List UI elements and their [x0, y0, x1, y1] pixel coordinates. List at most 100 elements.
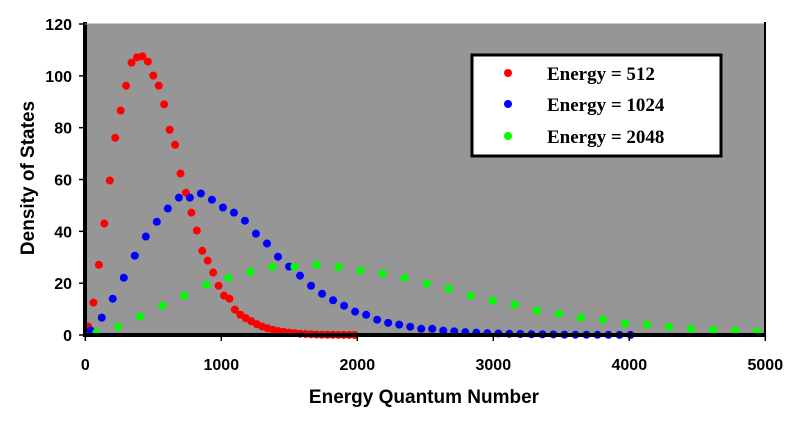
- data-point: [240, 216, 249, 225]
- legend-box: [470, 53, 723, 158]
- data-point: [395, 320, 404, 329]
- data-point: [209, 268, 218, 277]
- data-point: [218, 203, 227, 212]
- data-point: [136, 312, 145, 321]
- data-point: [143, 57, 152, 66]
- data-point: [127, 58, 136, 67]
- data-point: [274, 252, 283, 261]
- legend: Energy = 512 Energy = 1024 Energy = 2048: [470, 53, 723, 158]
- data-point: [97, 313, 106, 322]
- data-point: [202, 280, 211, 289]
- data-point: [163, 204, 172, 213]
- y-tick-label: 80: [54, 121, 72, 138]
- data-point: [187, 208, 196, 217]
- data-point: [214, 281, 223, 290]
- data-point: [488, 296, 497, 305]
- points-layer: [84, 52, 762, 339]
- x-tick-label: 5000: [748, 357, 784, 374]
- x-tick-label: 3000: [476, 357, 512, 374]
- data-point: [510, 300, 519, 309]
- y-axis-title: Density of States: [18, 101, 39, 255]
- x-ticks: 0 1000 2000 3000 4000 5000: [81, 335, 783, 374]
- y-tick-label: 40: [54, 224, 72, 241]
- data-point: [185, 193, 194, 202]
- data-point: [356, 266, 365, 275]
- data-point: [224, 273, 233, 282]
- data-point: [731, 326, 740, 335]
- data-point: [158, 301, 167, 310]
- data-point: [340, 301, 349, 310]
- y-tick-label: 100: [45, 69, 72, 86]
- data-point: [268, 262, 277, 271]
- data-point: [196, 189, 205, 198]
- series-energy-1024: [86, 189, 635, 339]
- data-point: [312, 260, 321, 269]
- data-point: [94, 260, 103, 269]
- data-point: [230, 305, 239, 314]
- data-point: [532, 306, 541, 315]
- data-point: [444, 284, 453, 293]
- data-point: [108, 294, 117, 303]
- data-point: [198, 246, 207, 255]
- data-point: [176, 169, 185, 178]
- data-point: [111, 133, 120, 142]
- data-point: [709, 325, 718, 334]
- x-axis-title: Energy Quantum Number: [309, 387, 540, 408]
- data-point: [318, 289, 327, 298]
- data-point: [154, 81, 163, 90]
- data-point: [229, 208, 238, 217]
- x-tick-label: 4000: [612, 357, 648, 374]
- data-point: [246, 267, 255, 276]
- data-point: [417, 324, 426, 333]
- data-point: [554, 309, 563, 318]
- data-point: [114, 322, 123, 331]
- data-point: [329, 296, 338, 305]
- data-point: [116, 106, 125, 115]
- data-point: [307, 281, 316, 290]
- data-point: [105, 176, 114, 185]
- legend-marker-energy-2048: [504, 132, 512, 140]
- data-point: [642, 320, 651, 329]
- data-point: [138, 52, 147, 61]
- data-point: [296, 271, 305, 280]
- data-point: [207, 195, 216, 204]
- data-point: [174, 193, 183, 202]
- data-point: [122, 81, 131, 90]
- x-tick-label: 1000: [204, 357, 240, 374]
- data-point: [406, 322, 415, 331]
- data-point: [192, 226, 201, 235]
- data-point: [149, 71, 158, 80]
- data-point: [466, 291, 475, 300]
- y-tick-label: 20: [54, 276, 72, 293]
- data-point: [351, 307, 360, 316]
- data-point: [89, 298, 98, 307]
- data-point: [160, 100, 169, 109]
- data-point: [598, 315, 607, 324]
- data-point: [428, 324, 437, 333]
- legend-label-energy-2048: Energy = 2048: [547, 127, 664, 148]
- data-point: [165, 125, 174, 134]
- y-tick-label: 60: [54, 173, 72, 190]
- x-tick-label: 0: [81, 357, 90, 374]
- data-point: [100, 219, 109, 228]
- data-point: [152, 217, 161, 226]
- data-point: [225, 294, 234, 303]
- data-point: [687, 324, 696, 333]
- legend-label-energy-512: Energy = 512: [547, 64, 655, 85]
- data-point: [373, 315, 382, 324]
- data-point: [203, 256, 212, 265]
- data-point: [362, 310, 371, 319]
- data-point: [290, 262, 299, 271]
- data-point: [251, 229, 260, 238]
- data-point: [171, 140, 180, 149]
- legend-marker-energy-1024: [504, 100, 512, 108]
- data-point: [665, 322, 674, 331]
- data-point: [130, 251, 139, 260]
- data-point: [384, 318, 393, 327]
- legend-marker-energy-512: [504, 69, 512, 77]
- data-point: [378, 269, 387, 278]
- data-point: [334, 262, 343, 271]
- y-tick-label: 120: [45, 17, 72, 34]
- data-point: [576, 313, 585, 322]
